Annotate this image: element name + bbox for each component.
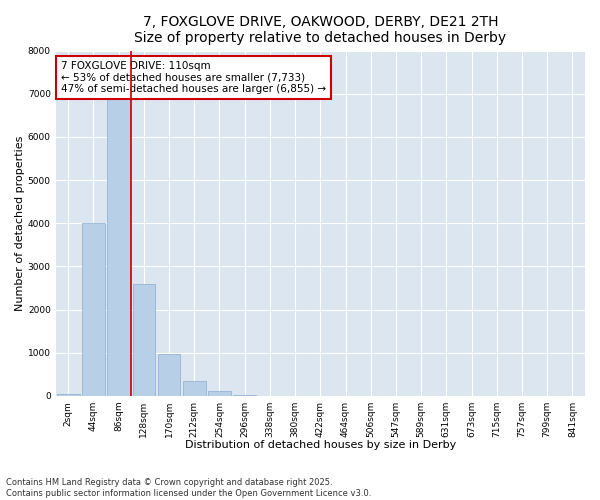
Bar (158, 354, 181, 396)
Text: Contains HM Land Registry data © Crown copyright and database right 2025.
Contai: Contains HM Land Registry data © Crown c… (6, 478, 371, 498)
Title: 7, FOXGLOVE DRIVE, OAKWOOD, DERBY, DE21 2TH
Size of property relative to detache: 7, FOXGLOVE DRIVE, OAKWOOD, DERBY, DE21 … (134, 15, 506, 45)
Bar (233, 394, 256, 396)
Bar (133, 284, 155, 396)
Bar (82, 224, 105, 396)
Text: 7 FOXGLOVE DRIVE: 110sqm
← 53% of detached houses are smaller (7,733)
47% of sem: 7 FOXGLOVE DRIVE: 110sqm ← 53% of detach… (61, 61, 326, 94)
Y-axis label: Number of detached properties: Number of detached properties (15, 136, 25, 311)
X-axis label: Distribution of detached houses by size in Derby: Distribution of detached houses by size … (185, 440, 456, 450)
Bar (107, 78, 130, 396)
Bar (57, 394, 80, 396)
Bar (183, 382, 206, 396)
Bar (208, 391, 231, 396)
